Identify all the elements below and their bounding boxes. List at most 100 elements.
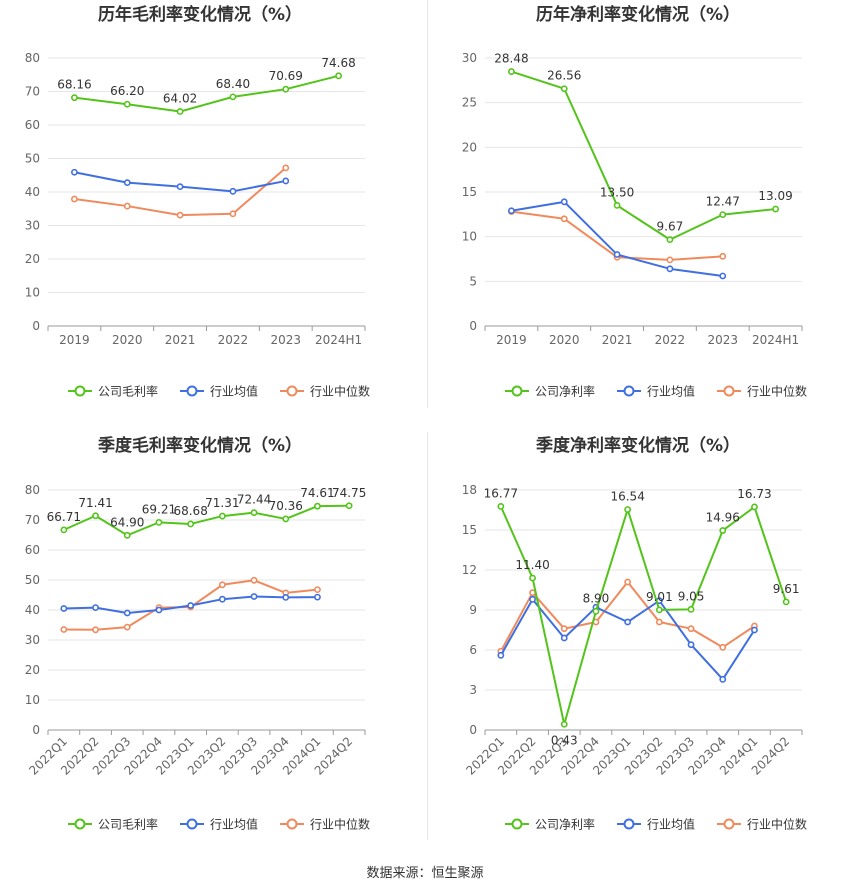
data-point-company xyxy=(229,93,237,101)
data-point-industry_avg xyxy=(229,187,237,195)
data-point-company xyxy=(176,108,184,115)
data-point-industry_median xyxy=(282,164,290,172)
data-point-company xyxy=(560,85,568,93)
legend-marker xyxy=(286,385,298,397)
legend-item-company: 公司净利率 xyxy=(505,384,595,399)
data-point-industry_median xyxy=(560,625,568,633)
series-line-company xyxy=(74,74,339,113)
data-point-company xyxy=(92,512,99,520)
data-point-industry_median xyxy=(560,215,568,223)
y-tick-label: 3 xyxy=(469,683,477,697)
data-point-industry_avg xyxy=(123,609,131,617)
data-point-company xyxy=(314,502,321,510)
chart-panel-1: 历年毛利率变化情况（%） 0 10 20 30 40 50 60 70 80 2019 2020 202… xyxy=(25,4,370,399)
legend-marker xyxy=(186,385,198,397)
x-tick-label: 2020 xyxy=(549,333,580,347)
data-label: 11.40 xyxy=(515,558,549,572)
data-label: 68.40 xyxy=(216,77,250,91)
data-point-industry_avg xyxy=(176,183,184,191)
data-point-industry_median xyxy=(92,626,99,634)
data-label: 71.31 xyxy=(205,496,239,510)
data-label: 13.50 xyxy=(600,185,634,199)
x-tick-label: 2021 xyxy=(602,333,633,347)
x-tick-label: 2024H1 xyxy=(752,333,799,347)
y-tick-label: 6 xyxy=(469,643,477,657)
series-line-industry_median xyxy=(74,167,287,217)
data-point-company xyxy=(155,518,163,526)
data-point-industry_median xyxy=(123,623,131,631)
y-tick-label: 40 xyxy=(25,185,40,199)
legend-item-industry_avg: 行业均值 xyxy=(617,384,695,399)
chart-title: 季度毛利率变化情况（%） xyxy=(98,435,302,456)
data-point-industry_avg xyxy=(250,593,258,600)
legend-item-industry_median: 行业中位数 xyxy=(717,817,807,832)
legend-label: 行业均值 xyxy=(210,817,258,832)
data-point-industry_avg xyxy=(751,626,758,634)
data-label: 68.16 xyxy=(57,78,91,92)
y-tick-label: 30 xyxy=(25,219,40,233)
data-point-company xyxy=(123,531,131,539)
x-tick-label: 2020 xyxy=(112,333,143,347)
y-tick-label: 60 xyxy=(25,118,40,132)
data-point-industry_avg xyxy=(282,177,290,185)
legend-marker xyxy=(74,818,86,830)
y-tick-label: 5 xyxy=(469,274,477,288)
data-point-industry_avg xyxy=(92,604,99,611)
chart-title: 历年净利率变化情况（%） xyxy=(536,4,740,25)
y-tick-label: 0 xyxy=(32,319,40,333)
y-tick-label: 10 xyxy=(25,286,40,300)
data-point-company xyxy=(655,606,663,614)
data-point-company xyxy=(782,598,790,606)
data-label: 71.41 xyxy=(78,496,112,510)
legend-marker xyxy=(186,818,198,830)
data-label: 9.05 xyxy=(678,589,705,603)
data-point-company xyxy=(60,526,68,534)
vertical-divider-top xyxy=(427,0,428,408)
y-tick-label: 30 xyxy=(462,51,477,65)
y-tick-label: 25 xyxy=(462,96,477,110)
y-tick-label: 20 xyxy=(25,663,40,677)
data-point-company xyxy=(335,72,342,80)
legend-marker xyxy=(286,818,298,830)
data-point-industry_avg xyxy=(71,168,78,176)
legend-item-industry_avg: 行业均值 xyxy=(617,817,695,832)
legend-marker xyxy=(74,385,86,397)
y-tick-label: 70 xyxy=(25,85,40,99)
y-tick-label: 0 xyxy=(469,319,477,333)
y-tick-label: 50 xyxy=(25,152,40,166)
x-tick-label: 2022 xyxy=(218,333,249,347)
data-point-company xyxy=(624,506,632,513)
legend-label: 行业均值 xyxy=(647,817,695,832)
data-label: 9.61 xyxy=(773,582,800,596)
y-tick-label: 40 xyxy=(25,603,40,617)
series-line-industry_avg xyxy=(511,200,723,277)
legend-marker xyxy=(723,818,735,830)
data-point-company xyxy=(666,236,674,244)
x-tick-label: 2023 xyxy=(707,333,738,347)
data-point-industry_median xyxy=(314,586,321,593)
data-point-company xyxy=(772,205,779,213)
data-point-company xyxy=(250,509,258,517)
chart-title: 历年毛利率变化情况（%） xyxy=(98,4,302,25)
data-point-industry_avg xyxy=(187,602,195,609)
y-tick-label: 9 xyxy=(469,603,477,617)
data-label: 9.67 xyxy=(657,220,684,234)
legend-label: 行业中位数 xyxy=(310,384,370,399)
y-tick-label: 20 xyxy=(25,252,40,266)
chart-panel-3: 季度毛利率变化情况（%）010203040506070802022Q12022Q… xyxy=(25,435,370,832)
data-point-industry_median xyxy=(719,643,727,651)
data-point-company xyxy=(592,607,600,615)
legend-label: 公司净利率 xyxy=(535,817,595,832)
y-tick-label: 12 xyxy=(462,563,477,577)
series-line-industry_median xyxy=(499,581,756,652)
y-tick-label: 30 xyxy=(25,633,40,647)
data-point-company xyxy=(497,502,505,510)
legend-label: 公司毛利率 xyxy=(98,817,158,832)
data-point-industry_avg xyxy=(508,207,515,215)
x-tick-label: 2019 xyxy=(496,333,527,347)
y-tick-label: 18 xyxy=(462,483,477,497)
data-point-company xyxy=(123,100,131,108)
data-label: 66.20 xyxy=(110,84,144,98)
data-label: 64.90 xyxy=(110,515,144,529)
data-point-industry_median xyxy=(60,626,68,633)
